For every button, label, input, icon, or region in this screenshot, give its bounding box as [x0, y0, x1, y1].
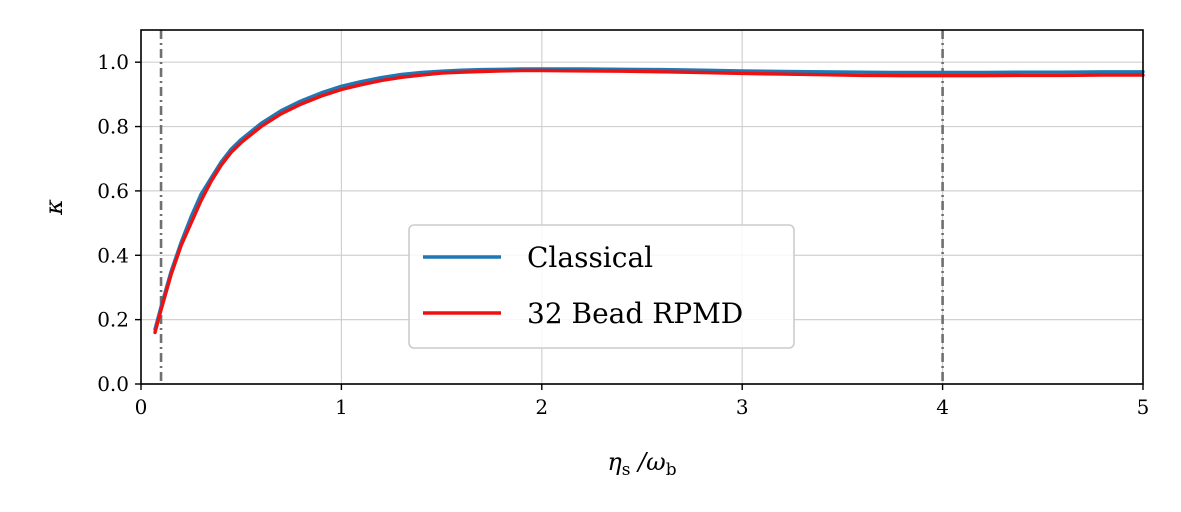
y-axis-label: κ — [40, 199, 68, 216]
plot-area-frame — [140, 29, 1144, 385]
x-axis-label-main: η — [607, 448, 622, 476]
y-tick-label: 0.4 — [97, 243, 129, 267]
y-tick-label: 1.0 — [97, 50, 129, 74]
reference-vlines — [159, 30, 944, 384]
y-tick-label: 0.0 — [97, 372, 129, 396]
x-tick-label: 4 — [936, 395, 949, 419]
x-axis-label-mid: /ω — [630, 448, 665, 476]
series-layer — [153, 67, 1145, 335]
x-axis-label-sub1: s — [622, 460, 631, 480]
series-line — [153, 67, 1145, 331]
x-tick-label: 1 — [335, 395, 348, 419]
x-tick-label: 2 — [535, 395, 548, 419]
x-tick-label: 3 — [736, 395, 749, 419]
x-axis-label-sub2: b — [666, 460, 677, 480]
legend-label: Classical — [527, 241, 653, 274]
legend-label: 32 Bead RPMD — [527, 297, 743, 330]
x-tick-label: 0 — [135, 395, 148, 419]
axis-ticks: 0 1 2 3 4 5 0.0 0.2 0.4 0.6 0.8 1.0 — [97, 50, 1149, 419]
x-tick-label: 5 — [1137, 395, 1150, 419]
y-tick-label: 0.2 — [97, 308, 129, 332]
y-tick-label: 0.8 — [97, 115, 129, 139]
x-axis-label: ηs /ωb — [607, 448, 676, 480]
legend-frame — [408, 224, 795, 349]
y-tick-label: 0.6 — [97, 179, 129, 203]
legend: Classical 32 Bead RPMD — [408, 224, 795, 349]
series-line — [153, 68, 1145, 335]
